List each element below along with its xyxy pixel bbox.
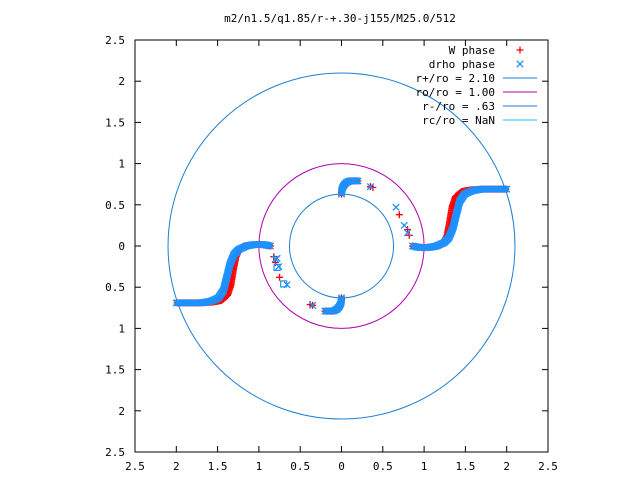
- series-1-curve-2-point: [351, 177, 359, 185]
- series-1-point-7: [308, 301, 317, 309]
- series-1-curve-3-point: [321, 307, 329, 315]
- series-1-curve-3-point: [322, 307, 331, 315]
- y-tick-label-4: 0.5: [105, 199, 125, 212]
- y-tick-label-1: 2: [118, 75, 125, 88]
- legend-label-5: rc/ro = NaN: [422, 114, 495, 127]
- reference-circle-2: [288, 193, 395, 299]
- legend-sample-0: [516, 46, 524, 54]
- legend-label-0: W phase: [449, 44, 495, 57]
- series-1-square-point-1: [273, 263, 281, 272]
- series-1-point-2: [403, 229, 412, 237]
- reference-circle-0: [167, 72, 516, 420]
- series-1-curve-1-point: [265, 242, 273, 250]
- series-0-point-7: [276, 273, 284, 281]
- series-1-curve-1-point: [264, 241, 272, 250]
- x-tick-label-2: 1.5: [208, 460, 228, 473]
- y-tick-label-7: 1: [118, 322, 125, 335]
- x-tick-label-3: 1: [256, 460, 263, 473]
- x-tick-label-1: 2: [173, 460, 180, 473]
- legend-label-3: ro/ro = 1.00: [416, 86, 495, 99]
- legend-label-1: drho phase: [429, 58, 495, 71]
- x-tick-label-6: 0.5: [373, 460, 393, 473]
- series-1-square-point-0: [280, 280, 288, 288]
- y-tick-label-8: 1.5: [105, 364, 125, 377]
- series-1-curve-0-point: [411, 242, 419, 251]
- y-tick-label-0: 2.5: [105, 34, 125, 47]
- y-tick-label-5: 0: [118, 240, 125, 253]
- axis-ticks: 2.5 2 1.5 1 0.5 0 0.5 1 1.5 2 2.52.521.510.500.511…: [105, 34, 558, 473]
- series-1-curve-0-point: [408, 242, 417, 250]
- y-tick-label-3: 1: [118, 158, 125, 171]
- x-tick-label-8: 1.5: [455, 460, 475, 473]
- legend-sample-1: [516, 60, 524, 68]
- x-tick-label-4: 0.5: [290, 460, 310, 473]
- y-tick-label-2: 1.5: [105, 116, 125, 129]
- series-1-curve-0-point: [410, 242, 418, 250]
- x-tick-label-0: 2.5: [125, 460, 145, 473]
- x-tick-label-7: 1: [421, 460, 428, 473]
- series-0-point-2: [395, 211, 403, 219]
- x-tick-label-5: 0: [338, 460, 345, 473]
- x-tick-label-9: 2: [503, 460, 510, 473]
- series-1-point-1: [400, 221, 408, 230]
- series-1-point-3: [366, 183, 375, 191]
- legend-label-4: r-/ro = .63: [422, 100, 495, 113]
- y-tick-label-10: 2.5: [105, 446, 125, 459]
- series-1-point-8: [273, 254, 281, 263]
- legend-label-2: r+/ro = 2.10: [416, 72, 495, 85]
- series-1-curve-1-point: [266, 242, 275, 250]
- chart-title: m2/n1.5/q1.85/r-+.30-j155/M25.0/512: [224, 12, 456, 25]
- y-tick-label-9: 2: [118, 405, 125, 418]
- phase-markers: [172, 177, 511, 315]
- x-tick-label-10: 2.5: [538, 460, 558, 473]
- series-0-point-3: [404, 226, 412, 234]
- series-1: [172, 177, 511, 315]
- y-tick-label-6: 0.5: [105, 281, 125, 294]
- series-1-curve-2-point: [354, 177, 362, 185]
- series-1-point-0: [392, 203, 400, 211]
- series-1-curve-2-point: [352, 177, 361, 185]
- series-1-curve-3-point: [324, 307, 332, 315]
